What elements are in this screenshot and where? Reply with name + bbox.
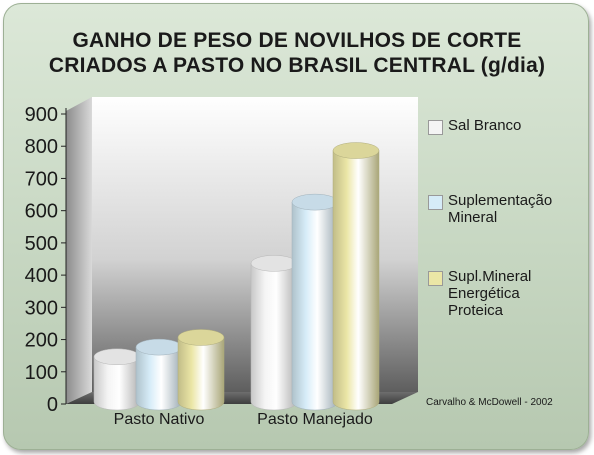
bar-body bbox=[250, 263, 298, 411]
legend-label-line: Supl.Mineral bbox=[448, 268, 532, 285]
source-note: Carvalho & McDowell - 2002 bbox=[426, 397, 553, 408]
bar-top bbox=[250, 255, 298, 272]
side-wall bbox=[66, 97, 92, 404]
legend-label: Sal Branco bbox=[448, 117, 594, 134]
chart-title: GANHO DE PESO DE NOVILHOS DE CORTE CRIAD… bbox=[0, 28, 594, 78]
legend-label-line: Mineral bbox=[448, 209, 498, 226]
y-tick-label: 900 bbox=[25, 104, 58, 126]
bar-body bbox=[135, 346, 183, 411]
y-tick-label: 100 bbox=[25, 362, 58, 384]
bar bbox=[250, 255, 298, 411]
bar-body bbox=[332, 150, 380, 411]
bar bbox=[177, 329, 225, 411]
bar-top bbox=[135, 338, 183, 356]
y-tick-label: 0 bbox=[47, 394, 58, 416]
bar bbox=[135, 338, 183, 411]
y-tick-label: 400 bbox=[25, 265, 58, 287]
chart-title-line-1: GANHO DE PESO DE NOVILHOS DE CORTE bbox=[72, 29, 522, 52]
bar bbox=[291, 193, 339, 411]
legend-label-line: Energética bbox=[448, 285, 520, 302]
y-tick-label: 300 bbox=[25, 297, 58, 319]
y-tick-label: 500 bbox=[25, 233, 58, 255]
legend-label-line: Sal Branco bbox=[448, 117, 522, 134]
legend-swatch bbox=[428, 120, 443, 135]
bar bbox=[93, 348, 141, 411]
x-tick-label: Pasto Nativo bbox=[114, 411, 205, 428]
bar bbox=[332, 142, 380, 411]
y-tick-label: 700 bbox=[25, 168, 58, 190]
bar-top bbox=[332, 142, 380, 159]
bar-top bbox=[177, 329, 225, 346]
legend-label: Supl.Mineral Energética Proteica bbox=[448, 268, 594, 319]
x-tick-label: Pasto Manejado bbox=[257, 411, 373, 428]
bar-top bbox=[291, 193, 339, 211]
legend-label-line: Proteica bbox=[448, 302, 504, 319]
y-tick-label: 600 bbox=[25, 201, 58, 223]
legend-label: Suplementação Mineral bbox=[448, 192, 594, 226]
legend-swatch bbox=[428, 271, 443, 286]
bar-body bbox=[177, 337, 225, 411]
y-tick-label: 200 bbox=[25, 330, 58, 352]
bar-top bbox=[93, 348, 141, 366]
y-tick-label: 800 bbox=[25, 136, 58, 158]
legend-label-line: Suplementação bbox=[448, 192, 553, 209]
legend-swatch bbox=[428, 195, 443, 210]
bar-body bbox=[291, 201, 339, 411]
chart-title-line-2: CRIADOS A PASTO NO BRASIL CENTRAL (g/dia… bbox=[48, 54, 546, 77]
